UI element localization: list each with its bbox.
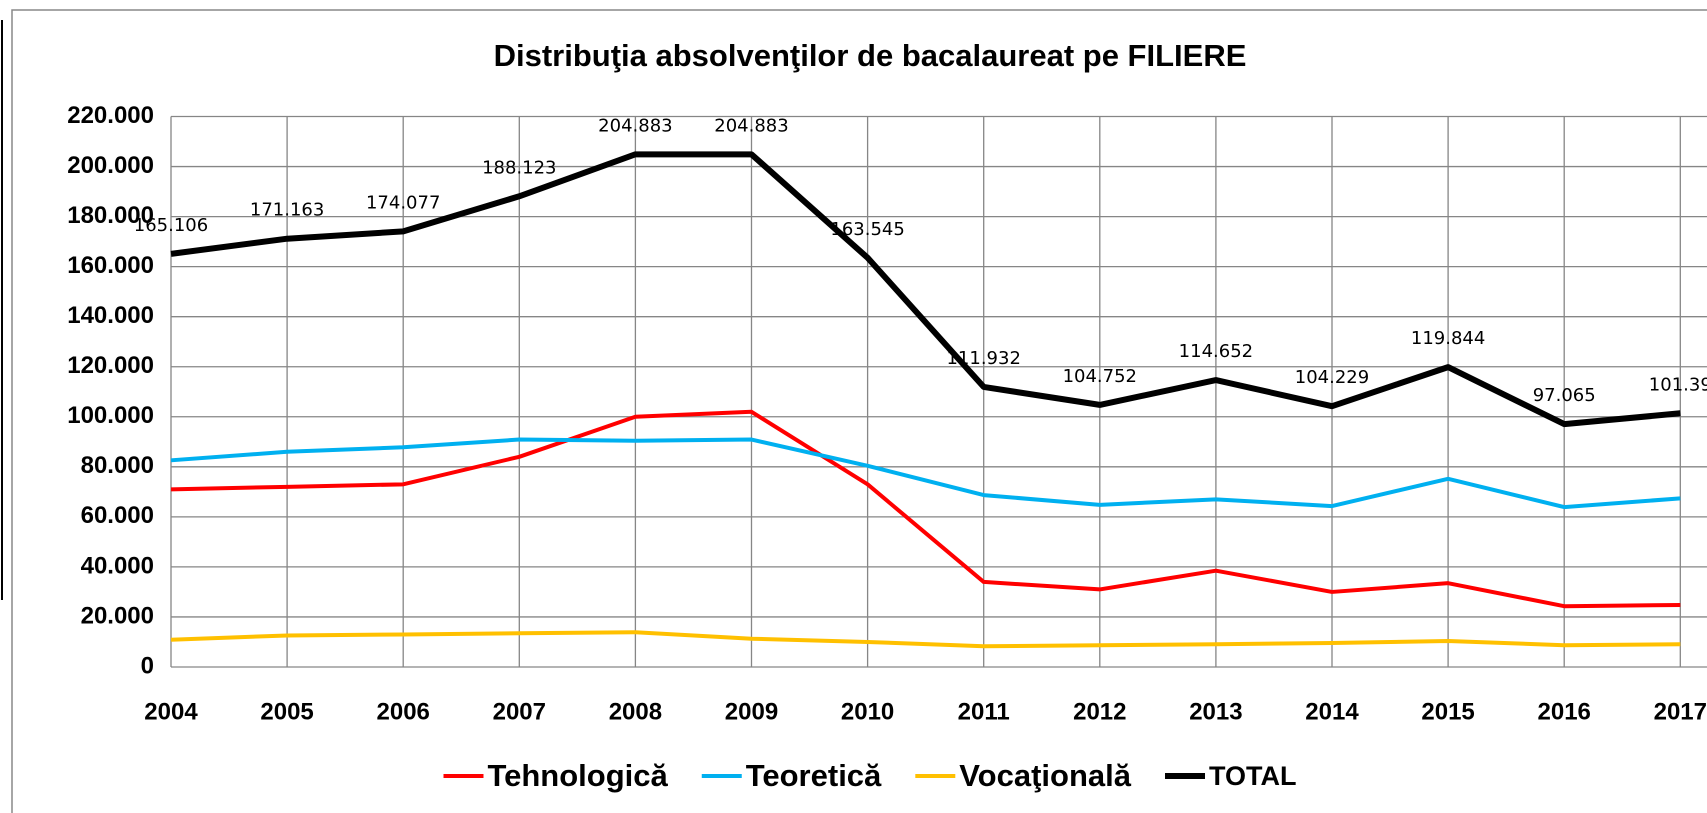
x-tick-label: 2014 <box>1305 698 1359 725</box>
data-label: 104.752 <box>1063 366 1137 387</box>
y-tick-label: 100.000 <box>67 402 154 429</box>
legend-label: Teoretică <box>746 758 882 793</box>
legend-label: TOTAL <box>1209 761 1297 791</box>
series-line <box>170 409 1681 609</box>
data-label: 165.106 <box>134 215 208 236</box>
data-label: 97.065 <box>1533 385 1596 406</box>
chart-title: Distribuţia absolvenţilor de bacalaureat… <box>494 38 1247 73</box>
x-tick-label: 2015 <box>1421 698 1474 725</box>
y-tick-label: 180.000 <box>67 202 154 229</box>
y-tick-label: 120.000 <box>67 352 154 379</box>
y-tick-label: 200.000 <box>67 152 154 179</box>
y-tick-label: 140.000 <box>67 302 154 329</box>
y-tick-label: 20.000 <box>81 602 154 629</box>
x-tick-label: 2006 <box>377 698 430 725</box>
x-tick-label: 2013 <box>1189 698 1242 725</box>
y-tick-label: 80.000 <box>81 452 154 479</box>
data-label: 174.077 <box>366 192 440 213</box>
y-tick-label: 60.000 <box>81 502 154 529</box>
data-label: 111.932 <box>946 348 1020 369</box>
x-tick-label: 2010 <box>841 698 894 725</box>
series-line <box>170 437 1681 510</box>
legend-label: Vocaţională <box>959 758 1131 793</box>
x-tick-label: 2011 <box>958 698 1010 725</box>
x-tick-label: 2007 <box>493 698 546 725</box>
y-tick-label: 40.000 <box>81 552 154 579</box>
x-tick-label: 2008 <box>609 698 662 725</box>
y-tick-label: 220.000 <box>67 102 154 129</box>
data-label: 171.163 <box>250 200 324 221</box>
chart-frame <box>11 9 1707 813</box>
data-label: 101.39 <box>1649 374 1707 395</box>
series-line <box>170 151 1681 428</box>
data-label: 204.883 <box>714 115 788 136</box>
x-tick-label: 2016 <box>1538 698 1591 725</box>
data-label: 204.883 <box>598 115 672 136</box>
data-label: 163.545 <box>830 219 904 240</box>
x-tick-label: 2017 <box>1654 698 1707 725</box>
data-label: 104.229 <box>1295 367 1369 388</box>
y-tick-label: 160.000 <box>67 252 154 279</box>
x-tick-label: 2005 <box>260 698 313 725</box>
data-label: 114.652 <box>1179 341 1253 362</box>
legend-label: Tehnologică <box>487 758 668 793</box>
x-tick-label: 2004 <box>144 698 198 725</box>
series-line <box>170 630 1681 649</box>
data-label: 119.844 <box>1411 328 1485 349</box>
y-tick-label: 0 <box>141 652 154 679</box>
x-tick-label: 2009 <box>725 698 778 725</box>
x-tick-label: 2012 <box>1073 698 1126 725</box>
data-label: 188.123 <box>482 157 556 178</box>
